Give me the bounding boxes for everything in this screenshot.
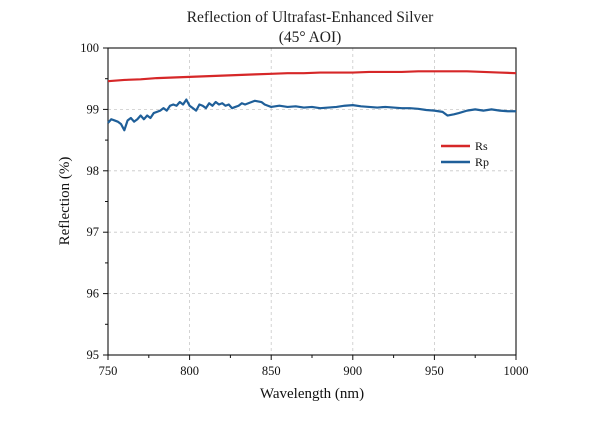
x-axis-label: Wavelength (nm) (260, 386, 364, 402)
x-tick-label: 900 (343, 364, 362, 378)
chart-title-line-1: Reflection of Ultrafast-Enhanced Silver (187, 9, 434, 26)
x-tick-label: 750 (99, 364, 118, 378)
x-tick-label: 1000 (504, 364, 529, 378)
y-tick-label: 96 (87, 287, 100, 301)
y-tick-label: 100 (80, 41, 99, 55)
y-tick-label: 97 (87, 225, 100, 239)
legend-label-rs: Rs (475, 139, 488, 153)
legend-label-rp: Rp (475, 155, 489, 169)
grid (108, 48, 516, 355)
y-tick-label: 99 (87, 102, 100, 116)
legend: Rs Rp (441, 139, 489, 169)
axes (103, 47, 517, 360)
y-tick-label: 98 (87, 164, 100, 178)
x-tick-label: 850 (262, 364, 281, 378)
x-tick-label: 950 (425, 364, 444, 378)
tick-labels: 750 800 850 900 950 1000 95 96 97 98 99 100 (80, 41, 528, 378)
series-lines (107, 70, 517, 132)
chart-title-line-2: (45° AOI) (279, 29, 342, 46)
x-tick-label: 800 (180, 364, 199, 378)
plot-frame (107, 47, 517, 356)
series-line-rp (107, 98, 516, 132)
y-axis-label: Reflection (%) (57, 157, 73, 246)
y-tick-label: 95 (87, 348, 100, 362)
series-line-rs (107, 70, 517, 83)
